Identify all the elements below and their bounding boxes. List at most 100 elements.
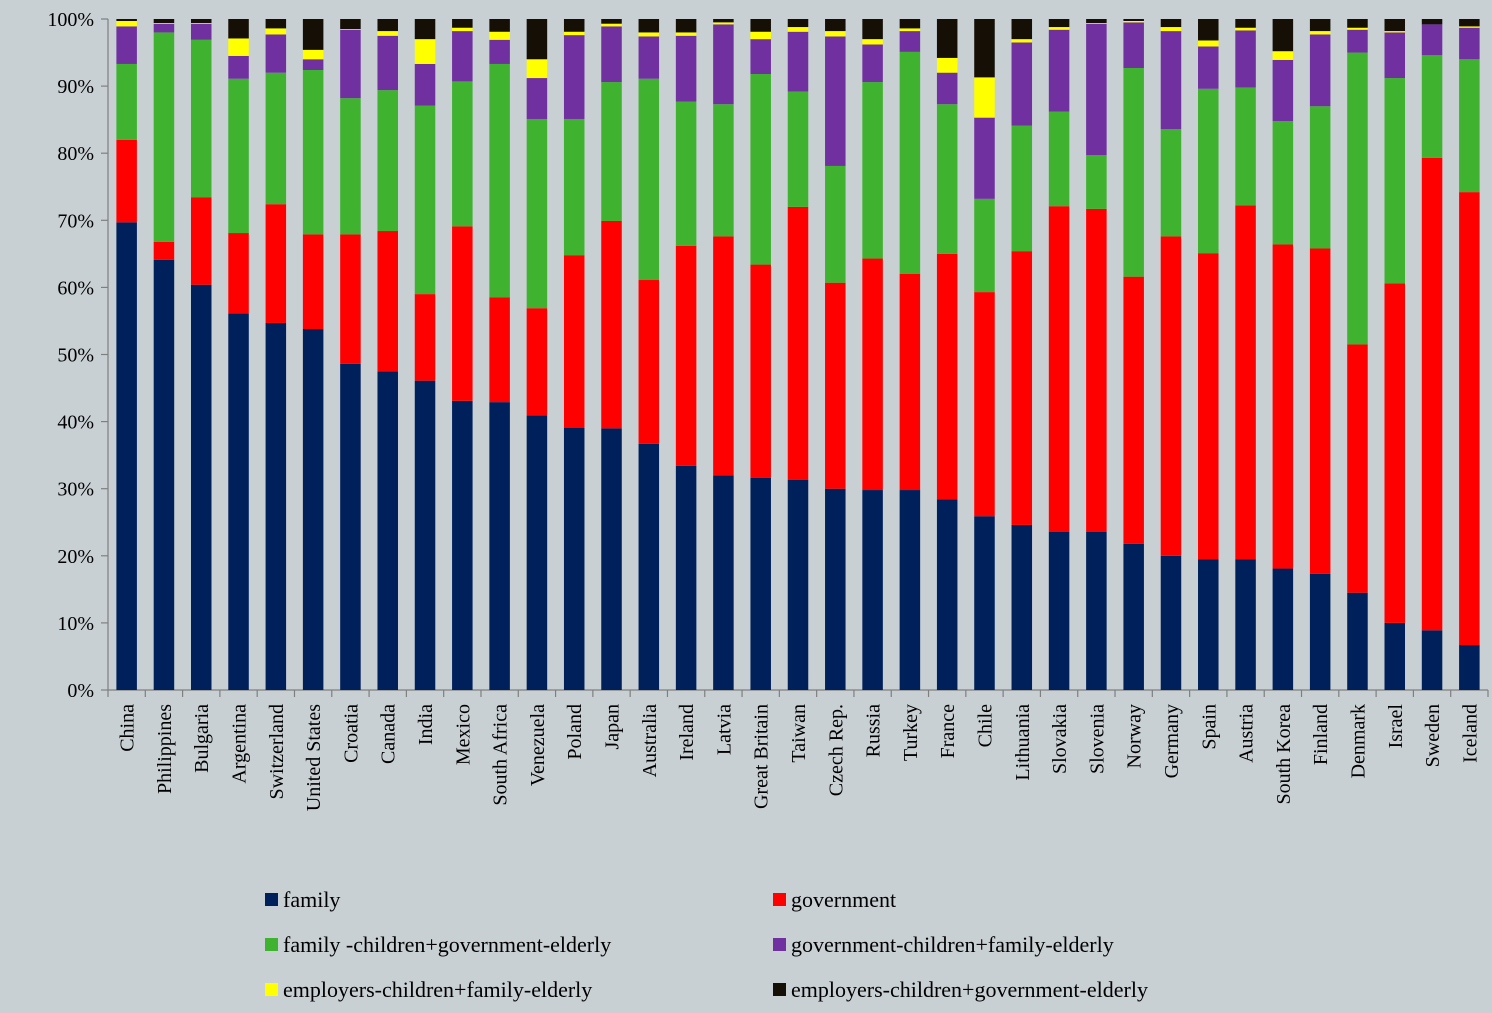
x-category-label: Germany: [1161, 704, 1183, 778]
bar-segment: [974, 198, 995, 293]
bar-segment: [1011, 125, 1033, 252]
bar-segment: [190, 23, 212, 24]
bar-segment: [563, 31, 585, 36]
bar-segment: [340, 19, 361, 30]
bar-segment: [974, 77, 995, 118]
bar-segment: [377, 19, 398, 32]
bar-segment: [825, 282, 846, 489]
bar-segment: [1309, 34, 1331, 107]
bar-segment: [1347, 27, 1368, 30]
x-category-label: Spain: [1198, 704, 1220, 750]
bar-segment: [1235, 559, 1256, 690]
bar-segment: [1123, 67, 1144, 277]
bar-segment: [526, 59, 548, 79]
bar-segment: [377, 31, 398, 36]
bar-segment: [563, 255, 585, 428]
bar-stack: [1160, 19, 1182, 690]
bar-segment: [974, 117, 995, 199]
bar-segment: [787, 27, 809, 32]
bar-segment: [265, 34, 287, 73]
bar-segment: [601, 220, 622, 429]
bar-segment: [1309, 573, 1331, 690]
bar-stack: [116, 19, 137, 691]
bar-segment: [153, 23, 175, 24]
bar-segment: [638, 280, 660, 444]
bar-stack: [1123, 19, 1144, 690]
bar-segment: [302, 49, 324, 60]
x-category-label: Slovakia: [1049, 704, 1071, 774]
bar-stack: [340, 19, 361, 690]
bar-segment: [1421, 630, 1443, 690]
bar-segment: [489, 402, 510, 690]
bar-segment: [153, 32, 175, 242]
bar-stack: [1309, 19, 1331, 690]
bar-segment: [563, 427, 585, 690]
bar-stack: [601, 19, 622, 690]
bar-segment: [489, 31, 510, 40]
bar-segment: [1459, 59, 1480, 193]
bar-segment: [1272, 568, 1294, 690]
bar-stack: [563, 19, 585, 690]
legend-item: employers-children+family-elderly: [265, 977, 592, 1002]
bar-segment: [1384, 78, 1406, 284]
bar-segment: [1272, 51, 1294, 60]
bar-stack: [974, 19, 995, 690]
bar-segment: [936, 499, 958, 690]
bar-segment: [675, 101, 697, 246]
y-tick-label: 70%: [57, 210, 94, 232]
x-category-label: Finland: [1310, 704, 1332, 765]
bar-segment: [526, 415, 548, 690]
bar-segment: [1235, 27, 1256, 31]
x-category-label: Lithuania: [1012, 704, 1034, 781]
bar-segment: [675, 465, 697, 690]
bar-segment: [675, 19, 697, 33]
bar-stack: [526, 19, 548, 690]
x-category-label: Iceland: [1459, 704, 1481, 763]
bar-segment: [153, 19, 175, 24]
bar-segment: [1160, 27, 1182, 32]
bar-segment: [302, 19, 324, 50]
bar-segment: [153, 23, 175, 33]
bar-segment: [302, 69, 324, 235]
bar-segment: [414, 380, 436, 690]
bar-segment: [190, 39, 212, 198]
bar-segment: [1011, 39, 1033, 43]
bar-segment: [1048, 19, 1070, 28]
bar-segment: [1459, 27, 1480, 60]
bar-segment: [1011, 251, 1033, 525]
legend-label: employers-children+family-elderly: [283, 977, 592, 1002]
bar-segment: [1123, 22, 1144, 68]
bar-segment: [1421, 24, 1443, 56]
bar-segment: [713, 22, 734, 25]
bar-segment: [1347, 52, 1368, 345]
bar-segment: [638, 36, 660, 79]
bar-segment: [862, 44, 883, 83]
x-category-label: Canada: [378, 704, 400, 764]
bar-segment: [1347, 592, 1368, 690]
bar-stack: [1198, 19, 1219, 690]
bar-segment: [1048, 29, 1070, 112]
x-category-label: Norway: [1124, 704, 1146, 768]
bar-segment: [974, 19, 995, 78]
legend-swatch: [773, 983, 786, 996]
x-category-label: Great Britain: [751, 704, 773, 809]
bar-segment: [228, 55, 249, 79]
bar-segment: [1198, 559, 1219, 690]
legend-swatch: [773, 893, 786, 906]
bar-segment: [601, 19, 622, 24]
x-category-label: Poland: [564, 704, 586, 760]
bar-segment: [1160, 19, 1182, 28]
x-category-label: Denmark: [1347, 704, 1369, 778]
bar-segment: [489, 19, 510, 32]
y-tick-label: 100%: [47, 9, 94, 31]
bar-segment: [563, 19, 585, 32]
bar-segment: [1421, 157, 1443, 631]
bar-segment: [414, 105, 436, 295]
bar-segment: [265, 19, 287, 29]
bar-segment: [228, 313, 249, 690]
legend-swatch: [265, 938, 278, 951]
legend-item: family: [265, 887, 340, 912]
bar-stack: [862, 19, 883, 690]
